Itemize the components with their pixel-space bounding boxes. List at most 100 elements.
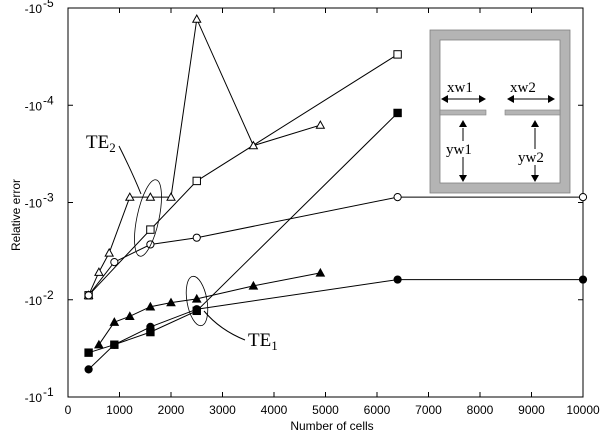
y-tick-label: -10: [25, 391, 43, 405]
inset-arrow-yw2-head-up: [531, 120, 539, 127]
y-tick-exponent: -5: [43, 0, 54, 10]
data-point-filled-triangle: [145, 301, 156, 311]
inset-label-yw1: yw1: [446, 142, 472, 158]
y-tick-label: -10: [25, 197, 43, 211]
series-line-open-circle: [88, 196, 583, 296]
data-point-open-triangle: [248, 140, 259, 150]
x-tick-label: 1000: [106, 403, 133, 417]
inset-label-xw1: xw1: [447, 80, 473, 96]
data-point-open-triangle: [315, 120, 326, 129]
x-tick-label: 8000: [467, 403, 494, 417]
annotation-te1: TE1: [248, 330, 278, 353]
data-point-filled-triangle: [315, 267, 326, 277]
annotation-te2: TE2: [86, 132, 116, 155]
series-line-filled-circle: [88, 279, 583, 370]
series-open-circle: [88, 196, 583, 296]
inset-arrow-xw1-head-left: [441, 95, 448, 103]
data-point-open-square: [393, 50, 402, 59]
axes: [67, 7, 584, 398]
y-tick-label: -10: [25, 294, 43, 308]
data-point-filled-square: [393, 108, 402, 118]
inset-label-yw2: yw2: [518, 150, 544, 166]
inset-label-xw2: xw2: [510, 80, 536, 96]
annotation-te1-main: TE: [248, 330, 271, 351]
inset-arrow-yw1-head-up: [459, 120, 467, 127]
data-point-filled-square: [84, 348, 93, 357]
data-point-filled-triangle: [166, 297, 176, 307]
y-tick-exponent: -4: [43, 93, 54, 107]
data-point-filled-triangle: [94, 339, 104, 349]
inset-label-xw2-backdrop: [509, 79, 545, 95]
series-markers-filled-circle: [84, 275, 588, 374]
data-point-open-triangle: [104, 247, 115, 257]
series-open-square: [88, 53, 398, 296]
data-point-open-circle: [84, 291, 93, 300]
inset-label-xw1-backdrop: [446, 79, 482, 95]
y-tick-label: -10: [25, 2, 43, 16]
series-line-open-square: [88, 53, 398, 296]
inset-wall-left: [439, 109, 487, 116]
series-open-triangle: [88, 17, 321, 296]
inset-arrow-xw2-head-left: [507, 95, 514, 103]
inset-wall-right: [504, 109, 561, 116]
x-tick-label: 10000: [566, 403, 600, 417]
data-point-open-circle: [146, 240, 155, 249]
data-point-open-square: [192, 176, 201, 186]
data-point-open-square: [146, 225, 155, 234]
annotation-te2-ellipse: [134, 179, 162, 257]
data-point-open-triangle: [166, 192, 176, 201]
annotation-te2-subscript: 2: [109, 140, 116, 155]
x-tick-label: 5000: [312, 403, 339, 417]
data-point-filled-circle: [146, 322, 155, 331]
inset-arrow-xw1-head-right: [479, 95, 486, 103]
data-point-open-circle: [578, 193, 588, 202]
data-point-filled-circle: [578, 275, 588, 284]
annotation-te1-ellipse: [185, 275, 209, 327]
series-markers-open-triangle: [83, 14, 326, 300]
x-tick-label: 7000: [415, 403, 442, 417]
data-point-filled-circle: [84, 365, 93, 374]
data-point-open-triangle: [124, 192, 135, 201]
data-point-open-circle: [393, 193, 402, 202]
y-axis-label: Relative error: [9, 179, 23, 251]
data-point-open-triangle: [94, 267, 104, 276]
inset-diagram: xw1 xw2 yw1 yw2: [429, 29, 571, 194]
y-tick-exponent: -2: [43, 288, 54, 302]
series-group: [83, 14, 588, 374]
inset-arrow-xw2-head-right: [548, 95, 555, 103]
inset-label-yw1-backdrop: [445, 141, 481, 157]
data-point-filled-triangle: [191, 293, 202, 303]
annotation-te2-main: TE: [86, 132, 109, 153]
data-point-open-triangle: [191, 14, 202, 23]
y-tick-label: -10: [25, 99, 43, 113]
annotation-te1-leader: [203, 310, 246, 341]
inset-label-yw2-backdrop: [517, 149, 553, 165]
data-point-filled-triangle: [109, 317, 120, 326]
inset-arrow-yw1-head-down: [459, 175, 467, 182]
x-tick-label: 9000: [518, 403, 545, 417]
x-axis-label: Number of cells: [290, 419, 373, 433]
data-point-filled-circle: [393, 275, 402, 284]
series-markers-filled-triangle: [94, 267, 326, 349]
data-point-open-triangle: [145, 192, 156, 201]
x-tick-label: 3000: [209, 403, 236, 417]
data-point-filled-circle: [110, 340, 119, 349]
data-point-filled-circle: [192, 305, 201, 314]
x-tick-label: 0: [65, 403, 72, 417]
data-point-open-circle: [192, 233, 201, 242]
y-tick-exponent: -3: [43, 191, 54, 205]
series-filled-circle: [88, 279, 583, 370]
data-point-open-circle: [110, 257, 119, 267]
series-line-open-triangle: [88, 17, 321, 296]
tick-labels: 0 1000 2000 3000 4000 5000 6000 7000 8000 9000 100…: [25, 0, 600, 417]
annotation-te2-leader: [118, 145, 142, 195]
y-tick-exponent: -1: [43, 385, 54, 399]
series-line-filled-triangle: [98, 272, 321, 345]
series-filled-triangle: [98, 272, 321, 345]
data-point-filled-triangle: [124, 311, 135, 321]
x-tick-label: 4000: [261, 403, 288, 417]
annotation-te1-subscript: 1: [271, 338, 278, 353]
x-tick-label: 6000: [364, 403, 391, 417]
